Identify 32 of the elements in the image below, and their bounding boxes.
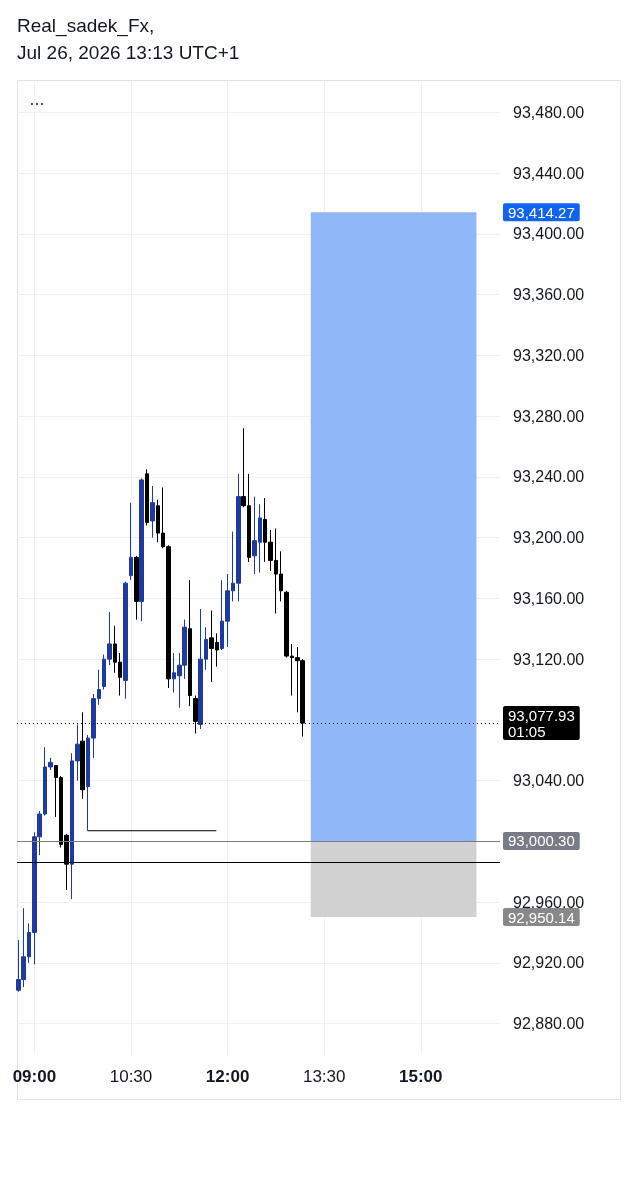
- y-tick-label: 92,920.00: [513, 954, 585, 972]
- y-tick-label: 93,200.00: [513, 529, 585, 547]
- y-tick-label: 93,040.00: [513, 772, 585, 790]
- candlestick: [129, 502, 133, 581]
- ref-line-label: 93,000.30: [508, 832, 575, 850]
- candlestick: [139, 477, 144, 622]
- y-tick-label: 93,480.00: [513, 103, 585, 121]
- y-tick-label: 93,360.00: [513, 286, 585, 304]
- band-label: 93,414.27: [508, 203, 575, 221]
- y-tick-label: 92,960.00: [513, 893, 585, 911]
- x-tick-label: 15:00: [399, 1067, 443, 1086]
- y-tick-label: 93,400.00: [513, 225, 585, 243]
- candlestick: [123, 581, 128, 700]
- x-tick-label: 10:30: [109, 1067, 153, 1086]
- band-label: 92,950.14: [508, 908, 575, 926]
- y-tick-label: 93,440.00: [513, 164, 585, 182]
- y-tick-label: 93,240.00: [513, 468, 585, 486]
- candlestick: [188, 579, 192, 707]
- y-tick-label: 92,880.00: [513, 1015, 585, 1033]
- chart-title: Real_sadek_Fx,: [17, 14, 156, 39]
- candlestick: [134, 555, 139, 621]
- x-tick-label: 12:00: [205, 1067, 250, 1086]
- y-tick-label: 93,120.00: [513, 650, 585, 668]
- x-tick-label: 09:00: [12, 1067, 57, 1086]
- x-tick-label: 13:30: [302, 1067, 346, 1086]
- y-tick-label: 93,280.00: [513, 407, 585, 425]
- ref-line-label: 93,077.93 01:05: [508, 706, 575, 740]
- candlestick: [150, 485, 155, 539]
- y-tick-label: 93,320.00: [513, 346, 585, 364]
- y-tick-label: 93,160.00: [513, 589, 585, 607]
- chart-subtitle: Jul 26, 2026 13:13 UTC+1: [17, 41, 240, 65]
- candlestick: [145, 468, 149, 526]
